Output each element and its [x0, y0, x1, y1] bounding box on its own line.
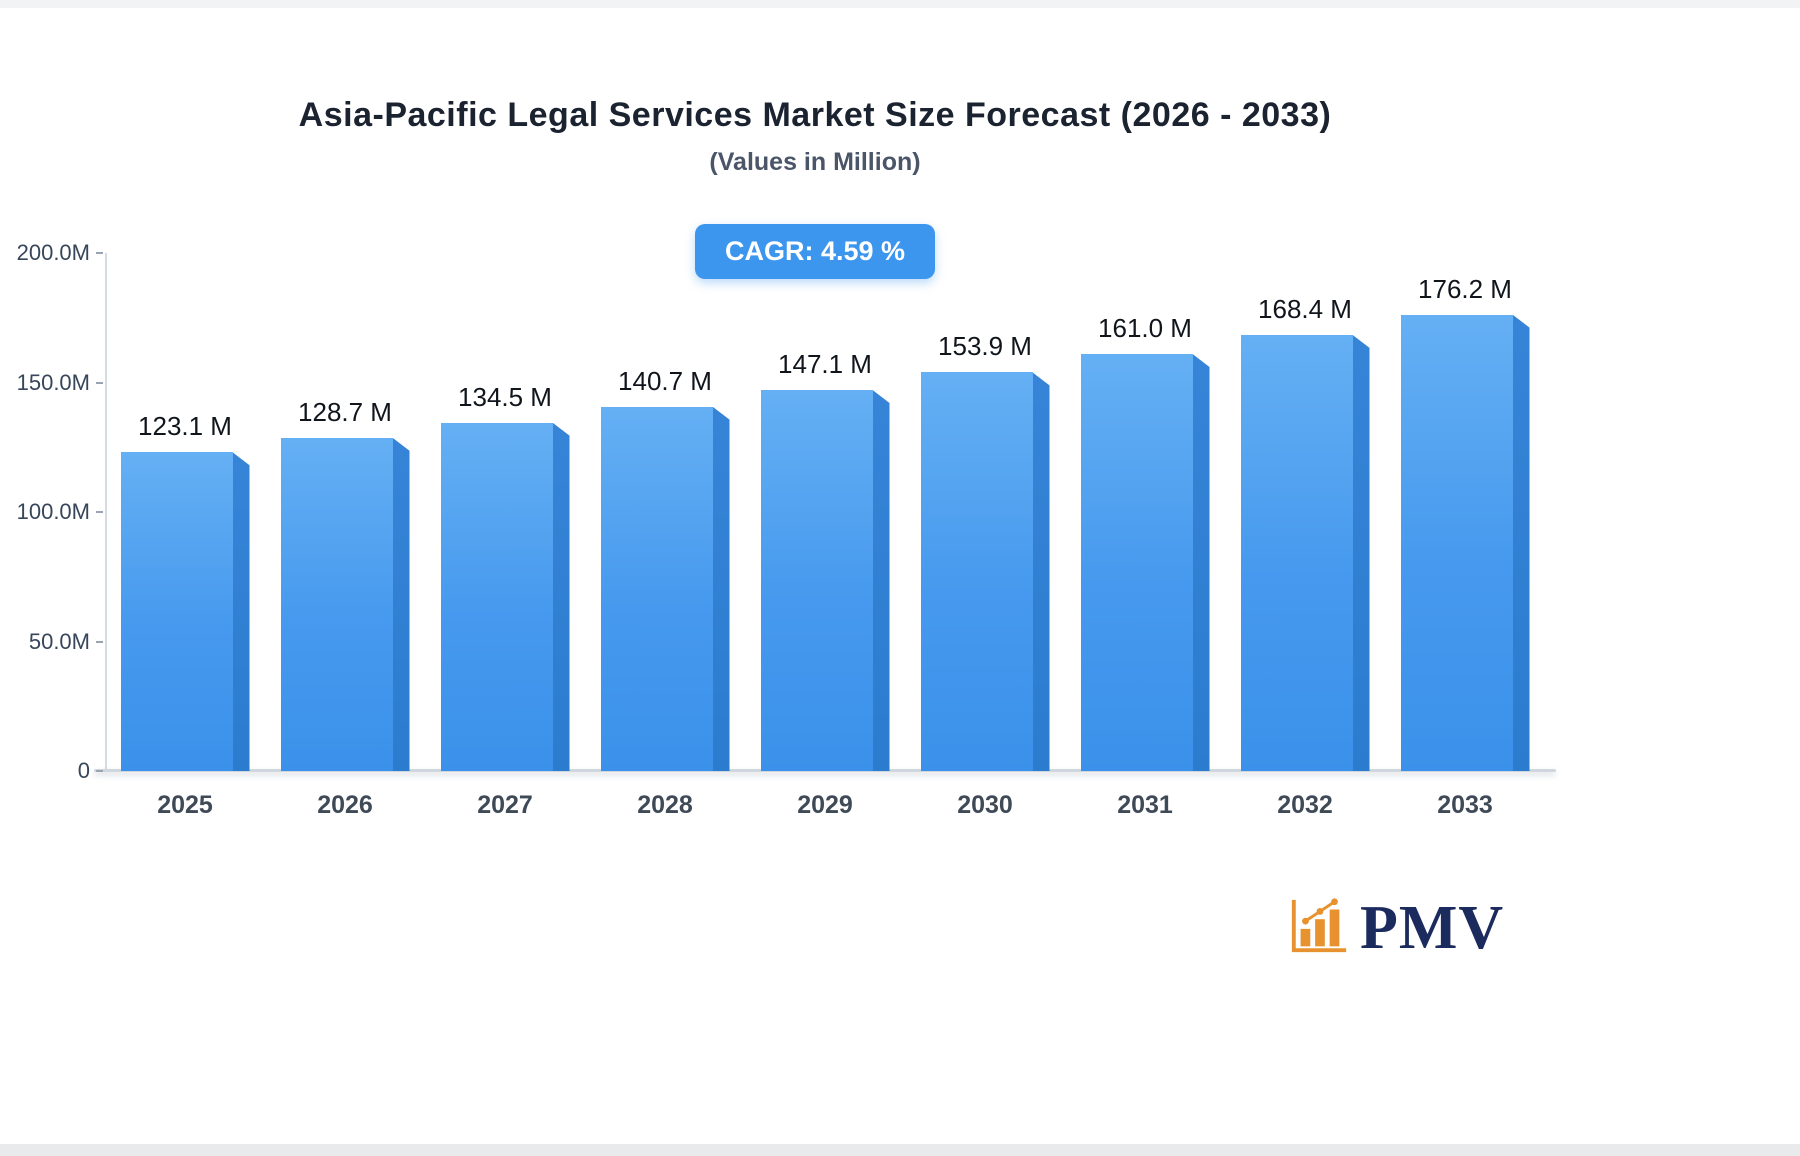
bar-value-label: 140.7 M — [618, 365, 712, 396]
bar-side-face — [712, 406, 730, 771]
top-edge-strip — [0, 0, 1800, 8]
y-axis-label: 50.0M — [28, 628, 90, 654]
bar-value-label: 153.9 M — [938, 331, 1032, 362]
cagr-badge: CAGR: 4.59 % — [694, 224, 936, 279]
x-axis-label: 2033 — [1437, 791, 1493, 819]
bar-value-label: 168.4 M — [1258, 293, 1352, 324]
x-axis-label: 2032 — [1277, 791, 1333, 819]
bar-group: 140.7 M 2028 — [600, 366, 730, 819]
y-axis-tick — [96, 511, 103, 513]
brand-logo: PMV — [1288, 894, 1504, 961]
x-axis-label: 2029 — [797, 791, 853, 819]
chart-subtitle: (Values in Million) — [709, 148, 921, 176]
bar-side-face — [872, 390, 890, 771]
bar — [120, 452, 233, 771]
bar-value-label: 134.5 M — [458, 381, 552, 412]
x-axis-label: 2030 — [957, 791, 1013, 819]
bar-group: 161.0 M 2031 — [1080, 313, 1210, 819]
y-axis-label: 0 — [77, 758, 90, 783]
y-axis-tick — [96, 770, 103, 772]
bar — [1240, 334, 1353, 771]
y-axis-label: 100.0M — [16, 499, 90, 524]
bar-side-face — [1352, 334, 1370, 771]
x-axis-label: 2031 — [1117, 791, 1173, 819]
bar — [1080, 354, 1193, 771]
bar-group: 168.4 M 2032 — [1240, 294, 1370, 819]
bar-value-label: 161.0 M — [1098, 313, 1192, 343]
x-axis-label: 2026 — [317, 791, 373, 819]
y-axis-label: 150.0M — [16, 369, 90, 395]
y-axis-tick — [96, 381, 103, 384]
y-axis-tick — [96, 252, 103, 254]
bar-group: 123.1 M 2025 — [120, 411, 250, 819]
bar-group: 128.7 M 2026 — [280, 397, 410, 819]
bar-side-face — [392, 437, 410, 771]
bar-group: 176.2 M 2033 — [1400, 274, 1530, 819]
bar — [920, 372, 1033, 771]
bar — [760, 390, 873, 771]
bar-side-face — [1512, 314, 1530, 771]
bottom-edge-strip — [0, 1144, 1800, 1156]
x-axis-label: 2028 — [637, 791, 693, 819]
bar-side-face — [1192, 354, 1210, 771]
bar — [440, 422, 553, 771]
cagr-badge-wrap: CAGR: 4.59 % — [0, 224, 1630, 279]
chart-title: Asia-Pacific Legal Services Market Size … — [298, 96, 1332, 134]
bar-value-label: 128.7 M — [298, 396, 392, 427]
bar-group: 147.1 M 2029 — [760, 349, 890, 819]
bar-group: 153.9 M 2030 — [920, 331, 1050, 819]
bar-value-label: 147.1 M — [778, 349, 872, 379]
bar — [280, 437, 393, 771]
y-axis-label: 200.0M — [16, 240, 90, 265]
y-axis-tick — [96, 640, 103, 643]
x-axis-label: 2027 — [477, 791, 533, 819]
bar-group: 134.5 M 2027 — [440, 382, 570, 819]
plot-area: 123.1 M 2025 128.7 M 2026 134.5 M 2027 140.7 M… — [105, 253, 1545, 819]
bar-value-label: 176.2 M — [1418, 273, 1512, 304]
bar-side-face — [552, 422, 570, 771]
bar-value-label: 123.1 M — [138, 411, 232, 442]
brand-logo-text: PMV — [1360, 893, 1505, 962]
bar-side-face — [1032, 372, 1050, 771]
bar-chart-trend-icon — [1288, 894, 1350, 961]
x-axis-label: 2025 — [157, 791, 213, 819]
y-axis-line — [105, 253, 107, 771]
bar — [1400, 314, 1513, 771]
bar — [600, 406, 713, 771]
bar-side-face — [232, 452, 250, 771]
